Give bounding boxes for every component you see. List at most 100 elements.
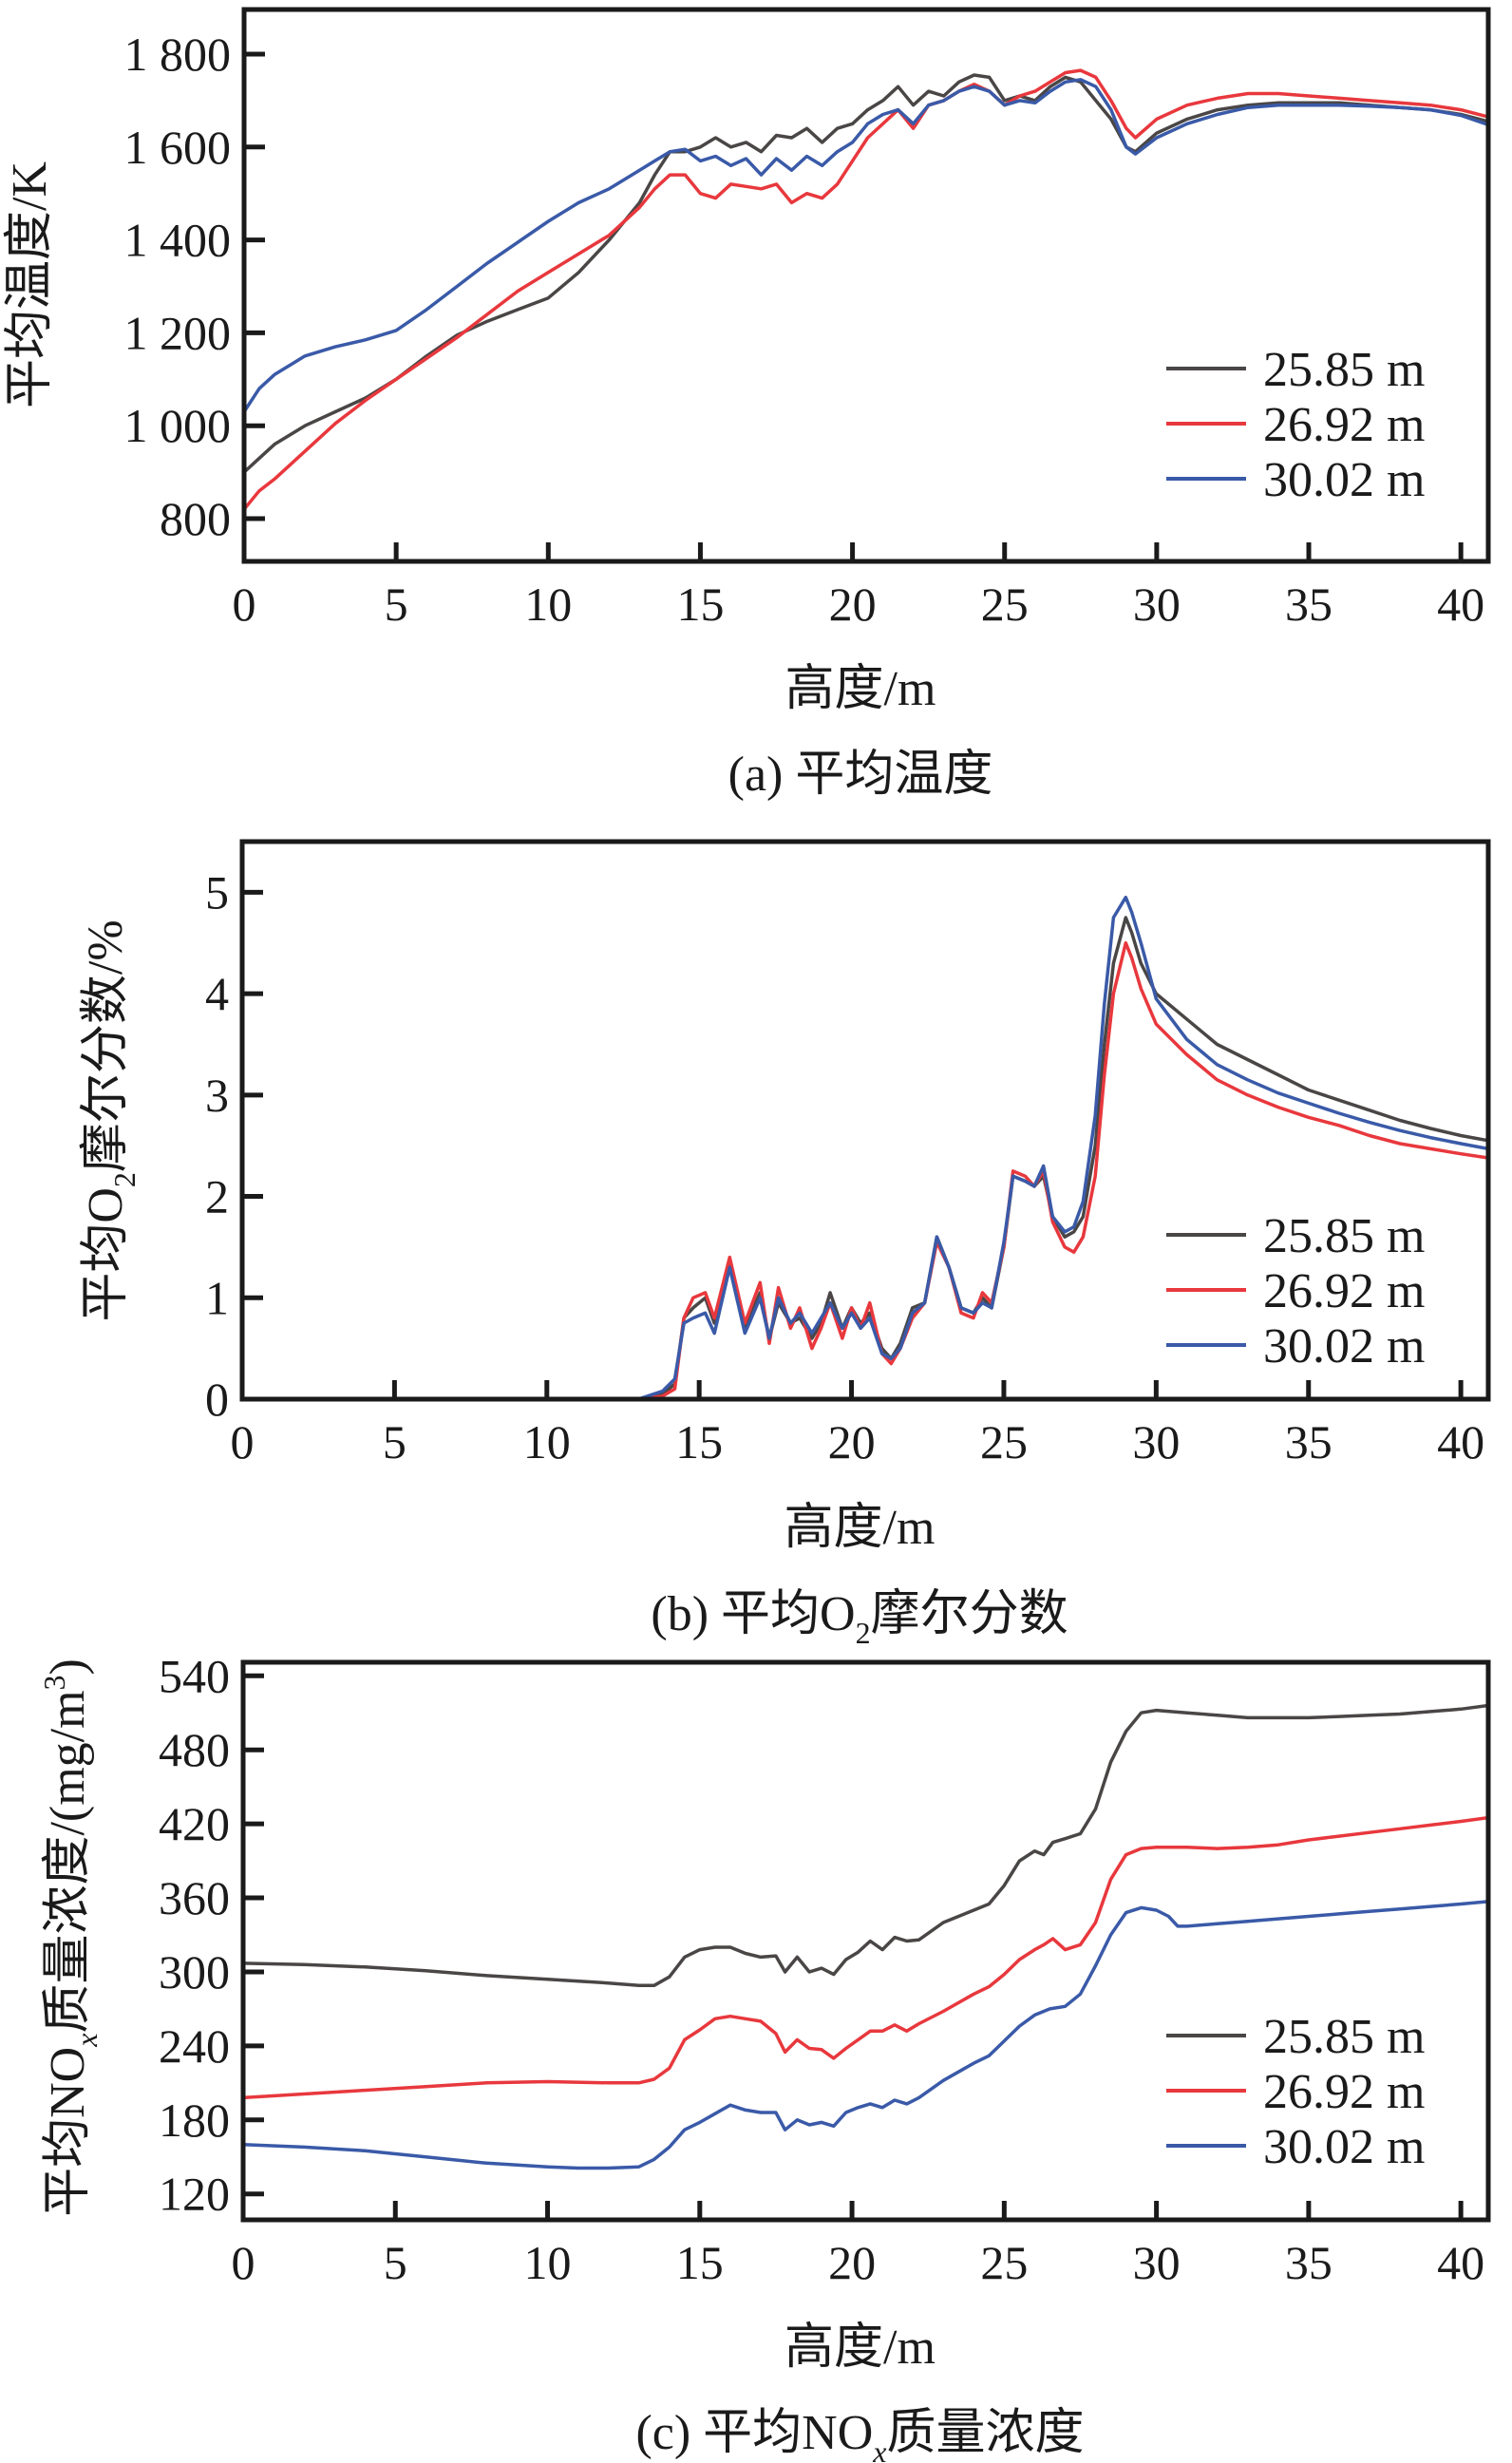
chart-b-legend: 25.85 m26.92 m30.02 m <box>1166 1209 1425 1374</box>
series-line-26-92 <box>244 68 1488 511</box>
series-line-25-85 <box>243 1703 1488 1988</box>
chart-a-average-temperature: 0 5 10 15 20 25 30 35 40 800 1 000 1 200 1 400 1 600 1… <box>3 7 1491 802</box>
x-tick-label: 40 <box>1437 2236 1484 2289</box>
chart-c-ylabel-superscript: 3 <box>37 1675 71 1690</box>
legend-item: 30.02 m <box>1166 1319 1425 1374</box>
chart-a-series <box>244 68 1488 511</box>
x-tick-label: 5 <box>383 1415 406 1468</box>
chart-c-frame <box>240 1659 1491 2223</box>
chart-c-series <box>243 1703 1488 2170</box>
chart-b-caption-part: 摩尔分数 <box>871 1587 1068 1641</box>
chart-c-caption-part: (c) 平均NO <box>635 2406 873 2460</box>
y-tick-label: 3 <box>205 1069 229 1122</box>
chart-a-frame <box>241 7 1491 564</box>
x-tick-label: 30 <box>1132 1415 1180 1468</box>
y-tick-label: 5 <box>205 865 229 919</box>
legend-item: 25.85 m <box>1166 2010 1425 2064</box>
y-tick-label: 800 <box>160 492 231 545</box>
chart-c-caption-part: 质量浓度 <box>887 2406 1085 2460</box>
chart-a-x-axis-title: 高度/m <box>785 662 936 716</box>
chart-c-ylabel-part: 平均NO <box>41 2047 95 2217</box>
chart-b-caption: (b) 平均O2摩尔分数 <box>651 1587 1068 1650</box>
x-tick-label: 0 <box>231 1415 255 1468</box>
y-tick-label: 0 <box>205 1373 229 1426</box>
y-tick-label: 240 <box>159 2019 230 2073</box>
legend-item: 26.92 m <box>1166 2065 1425 2119</box>
y-tick-label: 300 <box>159 1945 230 1999</box>
x-tick-label: 5 <box>385 578 408 631</box>
x-tick-label: 35 <box>1285 2236 1332 2289</box>
chart-c-x-axis-title: 高度/m <box>784 2321 936 2375</box>
x-tick-label: 25 <box>980 1415 1028 1468</box>
legend-label: 30.02 m <box>1263 1319 1425 1374</box>
y-tick-label: 4 <box>205 967 229 1020</box>
legend-label: 30.02 m <box>1263 2120 1425 2174</box>
x-tick-label: 20 <box>828 2236 876 2289</box>
legend-item: 26.92 m <box>1166 398 1425 452</box>
chart-b-x-axis-title: 高度/m <box>784 1501 936 1555</box>
chart-c-ylabel-part: 质量浓度/(mg/m <box>41 1690 95 2033</box>
chart-b-ylabel-subscript: 2 <box>107 1172 142 1187</box>
y-tick-label: 540 <box>159 1649 230 1702</box>
legend-label: 26.92 m <box>1263 1264 1425 1318</box>
legend-label: 25.85 m <box>1263 1209 1425 1263</box>
y-tick-label: 480 <box>159 1723 230 1776</box>
x-tick-label: 25 <box>980 2236 1028 2289</box>
legend-item: 26.92 m <box>1166 1264 1425 1318</box>
legend-item: 30.02 m <box>1166 453 1425 507</box>
chart-a-legend: 25.85 m26.92 m30.02 m <box>1166 343 1425 507</box>
series-line-30-02 <box>243 1900 1488 2170</box>
x-tick-label: 10 <box>524 578 572 631</box>
x-tick-label: 20 <box>828 1415 876 1468</box>
legend-label: 25.85 m <box>1263 343 1425 397</box>
chart-c-ylabel-subscript: x <box>69 2034 104 2048</box>
x-tick-label: 5 <box>384 2236 407 2289</box>
x-tick-label: 35 <box>1285 1415 1332 1468</box>
legend-label: 30.02 m <box>1263 453 1425 507</box>
chart-b-ticks: 0 5 10 15 20 25 30 35 40 0 1 2 3 4 5 <box>205 865 1484 1468</box>
x-tick-label: 40 <box>1437 1415 1484 1468</box>
legend-item: 30.02 m <box>1166 2120 1425 2174</box>
y-tick-label: 360 <box>159 1871 230 1924</box>
legend-item: 25.85 m <box>1166 343 1425 397</box>
x-tick-label: 0 <box>232 2236 255 2289</box>
chart-b-average-o2-mole-fraction: 0 5 10 15 20 25 30 35 40 0 1 2 3 4 5 25.85 m26.92 m30.… <box>79 839 1491 1650</box>
chart-c-caption: (c) 平均NOx质量浓度 <box>635 2406 1084 2463</box>
x-tick-label: 15 <box>676 2236 724 2289</box>
x-tick-label: 30 <box>1133 578 1181 631</box>
chart-c-legend: 25.85 m26.92 m30.02 m <box>1166 2010 1425 2174</box>
y-tick-label: 120 <box>159 2168 230 2221</box>
x-tick-label: 15 <box>676 578 724 631</box>
y-tick-label: 1 800 <box>124 28 232 81</box>
chart-c-ylabel-part: ) <box>41 1658 95 1675</box>
chart-b-frame <box>239 839 1491 1402</box>
x-tick-label: 10 <box>524 2236 572 2289</box>
x-tick-label: 35 <box>1285 578 1332 631</box>
x-tick-label: 10 <box>523 1415 571 1468</box>
legend-item: 25.85 m <box>1166 1209 1425 1263</box>
y-tick-label: 1 600 <box>124 121 232 174</box>
legend-label: 25.85 m <box>1263 2010 1425 2064</box>
y-tick-label: 420 <box>159 1797 230 1850</box>
chart-c-ticks: 0 5 10 15 20 25 30 35 40 120 180 240 300 360 420 480 540 <box>159 1649 1484 2289</box>
series-line-26-92 <box>243 1815 1488 2100</box>
x-tick-label: 15 <box>675 1415 723 1468</box>
chart-a-ticks: 0 5 10 15 20 25 30 35 40 800 1 000 1 200 1 400 1 600 1… <box>124 28 1485 631</box>
chart-b-caption-subscript: 2 <box>856 1616 871 1650</box>
chart-b-caption-part: (b) 平均O <box>651 1587 855 1641</box>
y-tick-label: 1 200 <box>124 306 232 359</box>
chart-b-ylabel-part: 平均O <box>79 1187 133 1322</box>
chart-b-y-axis-title: 平均O2摩尔分数/% <box>79 919 142 1321</box>
chart-c-y-axis-title: 平均NOx质量浓度/(mg/m3) <box>37 1658 104 2217</box>
series-line-26-92 <box>242 940 1488 1399</box>
legend-label: 26.92 m <box>1263 2065 1425 2119</box>
x-tick-label: 20 <box>829 578 877 631</box>
y-tick-label: 1 <box>205 1271 229 1324</box>
chart-b-ylabel-part: 摩尔分数/% <box>79 919 133 1172</box>
chart-b-series <box>242 895 1488 1399</box>
y-tick-label: 1 400 <box>124 214 232 267</box>
series-line-30-02 <box>244 78 1488 413</box>
x-tick-label: 25 <box>981 578 1029 631</box>
legend-label: 26.92 m <box>1263 398 1425 452</box>
